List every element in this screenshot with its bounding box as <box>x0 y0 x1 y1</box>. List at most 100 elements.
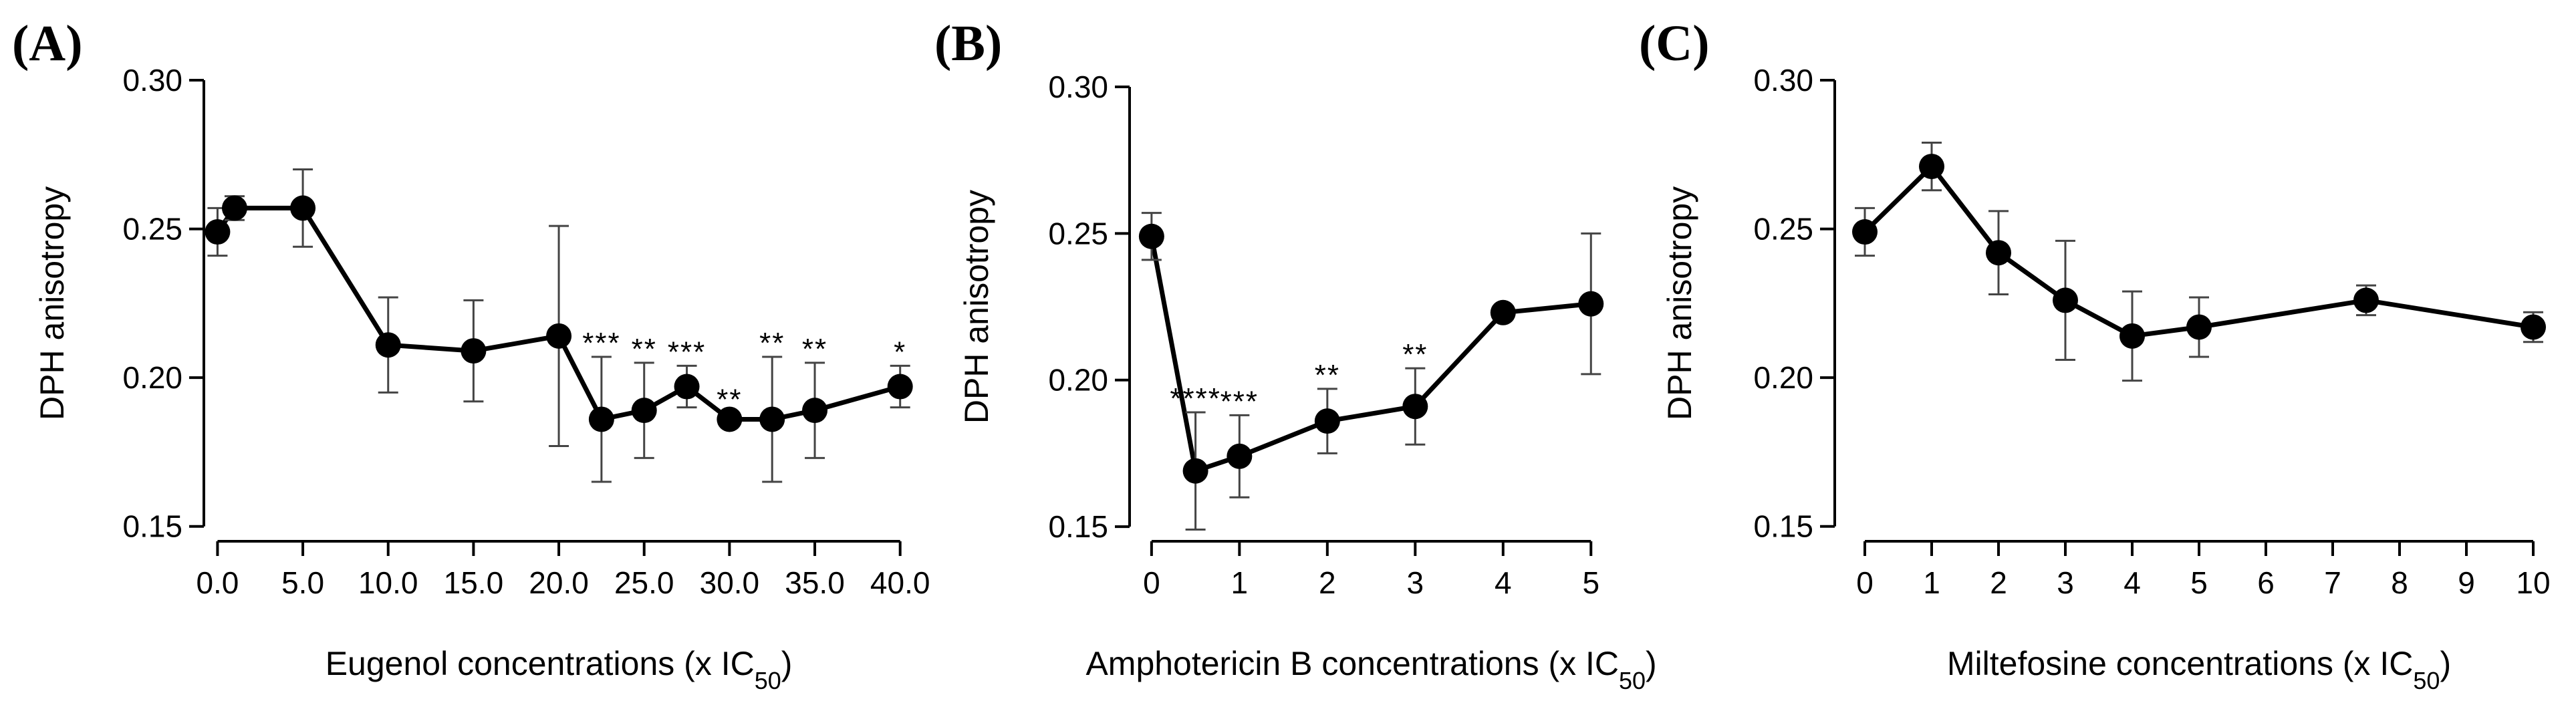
x-tick-label: 2 <box>1990 565 2007 600</box>
y-tick-label: 0.25 <box>1753 212 1813 247</box>
x-tick-label: 0 <box>1143 565 1160 600</box>
significance-label: ** <box>1315 359 1340 392</box>
y-tick-label: 0.15 <box>1048 509 1108 544</box>
data-point <box>1402 394 1428 420</box>
data-point <box>1314 408 1340 434</box>
data-point <box>1986 240 2011 266</box>
x-tick-label: 9 <box>2458 565 2475 600</box>
data-point <box>759 406 785 432</box>
data-point <box>802 398 828 424</box>
x-axis-title-subscript: 50 <box>755 667 781 694</box>
x-tick-label: 25.0 <box>614 565 674 600</box>
x-tick-label: 40.0 <box>870 565 930 600</box>
data-point <box>461 338 487 364</box>
significance-label: **** <box>1170 382 1221 415</box>
significance-label: * <box>894 335 906 368</box>
x-axis-title-subscript: 50 <box>1619 667 1646 694</box>
significance-label: ** <box>717 384 742 416</box>
data-point <box>205 219 231 245</box>
x-tick-label: 10 <box>2516 565 2550 600</box>
x-tick-label: 1 <box>1923 565 1940 600</box>
y-axis-title: DPH anisotropy <box>1661 186 1698 420</box>
data-point <box>2521 314 2546 340</box>
panel-label: (B) <box>934 15 1002 72</box>
y-tick-label: 0.20 <box>1048 363 1108 398</box>
data-point <box>2353 287 2379 313</box>
data-point <box>674 374 700 400</box>
y-tick-label: 0.15 <box>122 509 182 544</box>
data-point <box>887 374 913 400</box>
significance-label: ** <box>759 327 785 360</box>
y-tick-label: 0.25 <box>1048 216 1108 251</box>
series-line <box>1149 236 1591 474</box>
x-tick-label: 5 <box>1582 565 1599 600</box>
significance-label: *** <box>668 335 706 368</box>
y-axis-title: DPH anisotropy <box>33 186 71 420</box>
x-tick-label: 5.0 <box>281 565 324 600</box>
x-tick-label: 4 <box>2123 565 2141 600</box>
x-axis-title-end: ) <box>1646 645 1657 682</box>
data-point <box>1182 458 1208 484</box>
y-axis-title: DPH anisotropy <box>958 190 995 424</box>
significance-label: *** <box>1220 385 1259 418</box>
x-tick-label: 35.0 <box>785 565 845 600</box>
panel-label: (C) <box>1639 15 1710 72</box>
x-axis-title: Miltefosine concentrations (x IC50) <box>1947 645 2451 694</box>
x-axis-title-main: Eugenol concentrations (x IC <box>326 645 755 682</box>
x-tick-label: 6 <box>2257 565 2275 600</box>
x-tick-label: 3 <box>2057 565 2074 600</box>
x-tick-label: 0 <box>1856 565 1874 600</box>
x-axis-title-end: ) <box>2440 645 2451 682</box>
data-point <box>2119 323 2145 349</box>
data-point <box>1138 223 1164 249</box>
y-tick-label: 0.25 <box>122 212 182 247</box>
y-tick-label: 0.30 <box>122 63 182 98</box>
panel-a: (A) 0.15 0.20 0.25 0.30 0.0 5.0 10.0 15.0 20.0 25.… <box>12 15 930 694</box>
x-tick-label: 2 <box>1319 565 1336 600</box>
data-point <box>588 406 614 432</box>
data-point <box>546 323 572 349</box>
data-point <box>1227 443 1253 469</box>
data-point <box>2186 314 2212 340</box>
x-axis-title-main: Amphotericin B concentrations (x IC <box>1085 645 1619 682</box>
x-tick-label: 4 <box>1495 565 1512 600</box>
x-axis-title: Amphotericin B concentrations (x IC50) <box>1085 645 1656 694</box>
x-tick-label: 5 <box>2190 565 2208 600</box>
series-line <box>1863 164 2534 339</box>
x-tick-label: 20.0 <box>529 565 589 600</box>
y-tick-label: 0.15 <box>1753 509 1813 544</box>
data-point <box>1490 299 1516 325</box>
data-point <box>1852 219 1878 245</box>
data-point <box>1919 154 1944 180</box>
data-point <box>290 195 316 221</box>
panel-label: (A) <box>12 15 83 72</box>
data-point <box>375 332 401 358</box>
x-tick-label: 30.0 <box>700 565 760 600</box>
y-tick-label: 0.30 <box>1048 69 1108 104</box>
y-tick-label: 0.30 <box>1753 63 1813 98</box>
x-tick-label: 1 <box>1231 565 1249 600</box>
x-tick-label: 0.0 <box>196 565 239 600</box>
panel-b: (B) 0.15 0.20 0.25 0.30 0 1 2 3 4 5 DPH anisotropy A… <box>934 15 1657 694</box>
x-axis-title-end: ) <box>781 645 793 682</box>
significance-label: ** <box>1402 338 1428 371</box>
y-tick-label: 0.20 <box>1753 360 1813 395</box>
x-axis-title: Eugenol concentrations (x IC50) <box>326 645 793 694</box>
data-point <box>631 398 657 424</box>
x-axis-title-subscript: 50 <box>2413 667 2440 694</box>
data-point <box>221 195 247 221</box>
x-tick-label: 10.0 <box>358 565 418 600</box>
significance-label: ** <box>802 333 827 366</box>
significance-label: *** <box>582 327 620 360</box>
x-tick-label: 8 <box>2391 565 2408 600</box>
panel-c: (C) 0.15 0.20 0.25 0.30 0 1 2 3 4 5 6 7 8 9 10 DPH aniso… <box>1639 15 2551 694</box>
x-tick-label: 7 <box>2324 565 2341 600</box>
y-tick-label: 0.20 <box>122 360 182 395</box>
x-tick-label: 3 <box>1407 565 1424 600</box>
significance-label: ** <box>632 333 657 366</box>
x-tick-label: 15.0 <box>444 565 504 600</box>
data-point <box>2053 287 2078 313</box>
data-point <box>717 406 743 432</box>
x-axis-title-main: Miltefosine concentrations (x IC <box>1947 645 2414 682</box>
